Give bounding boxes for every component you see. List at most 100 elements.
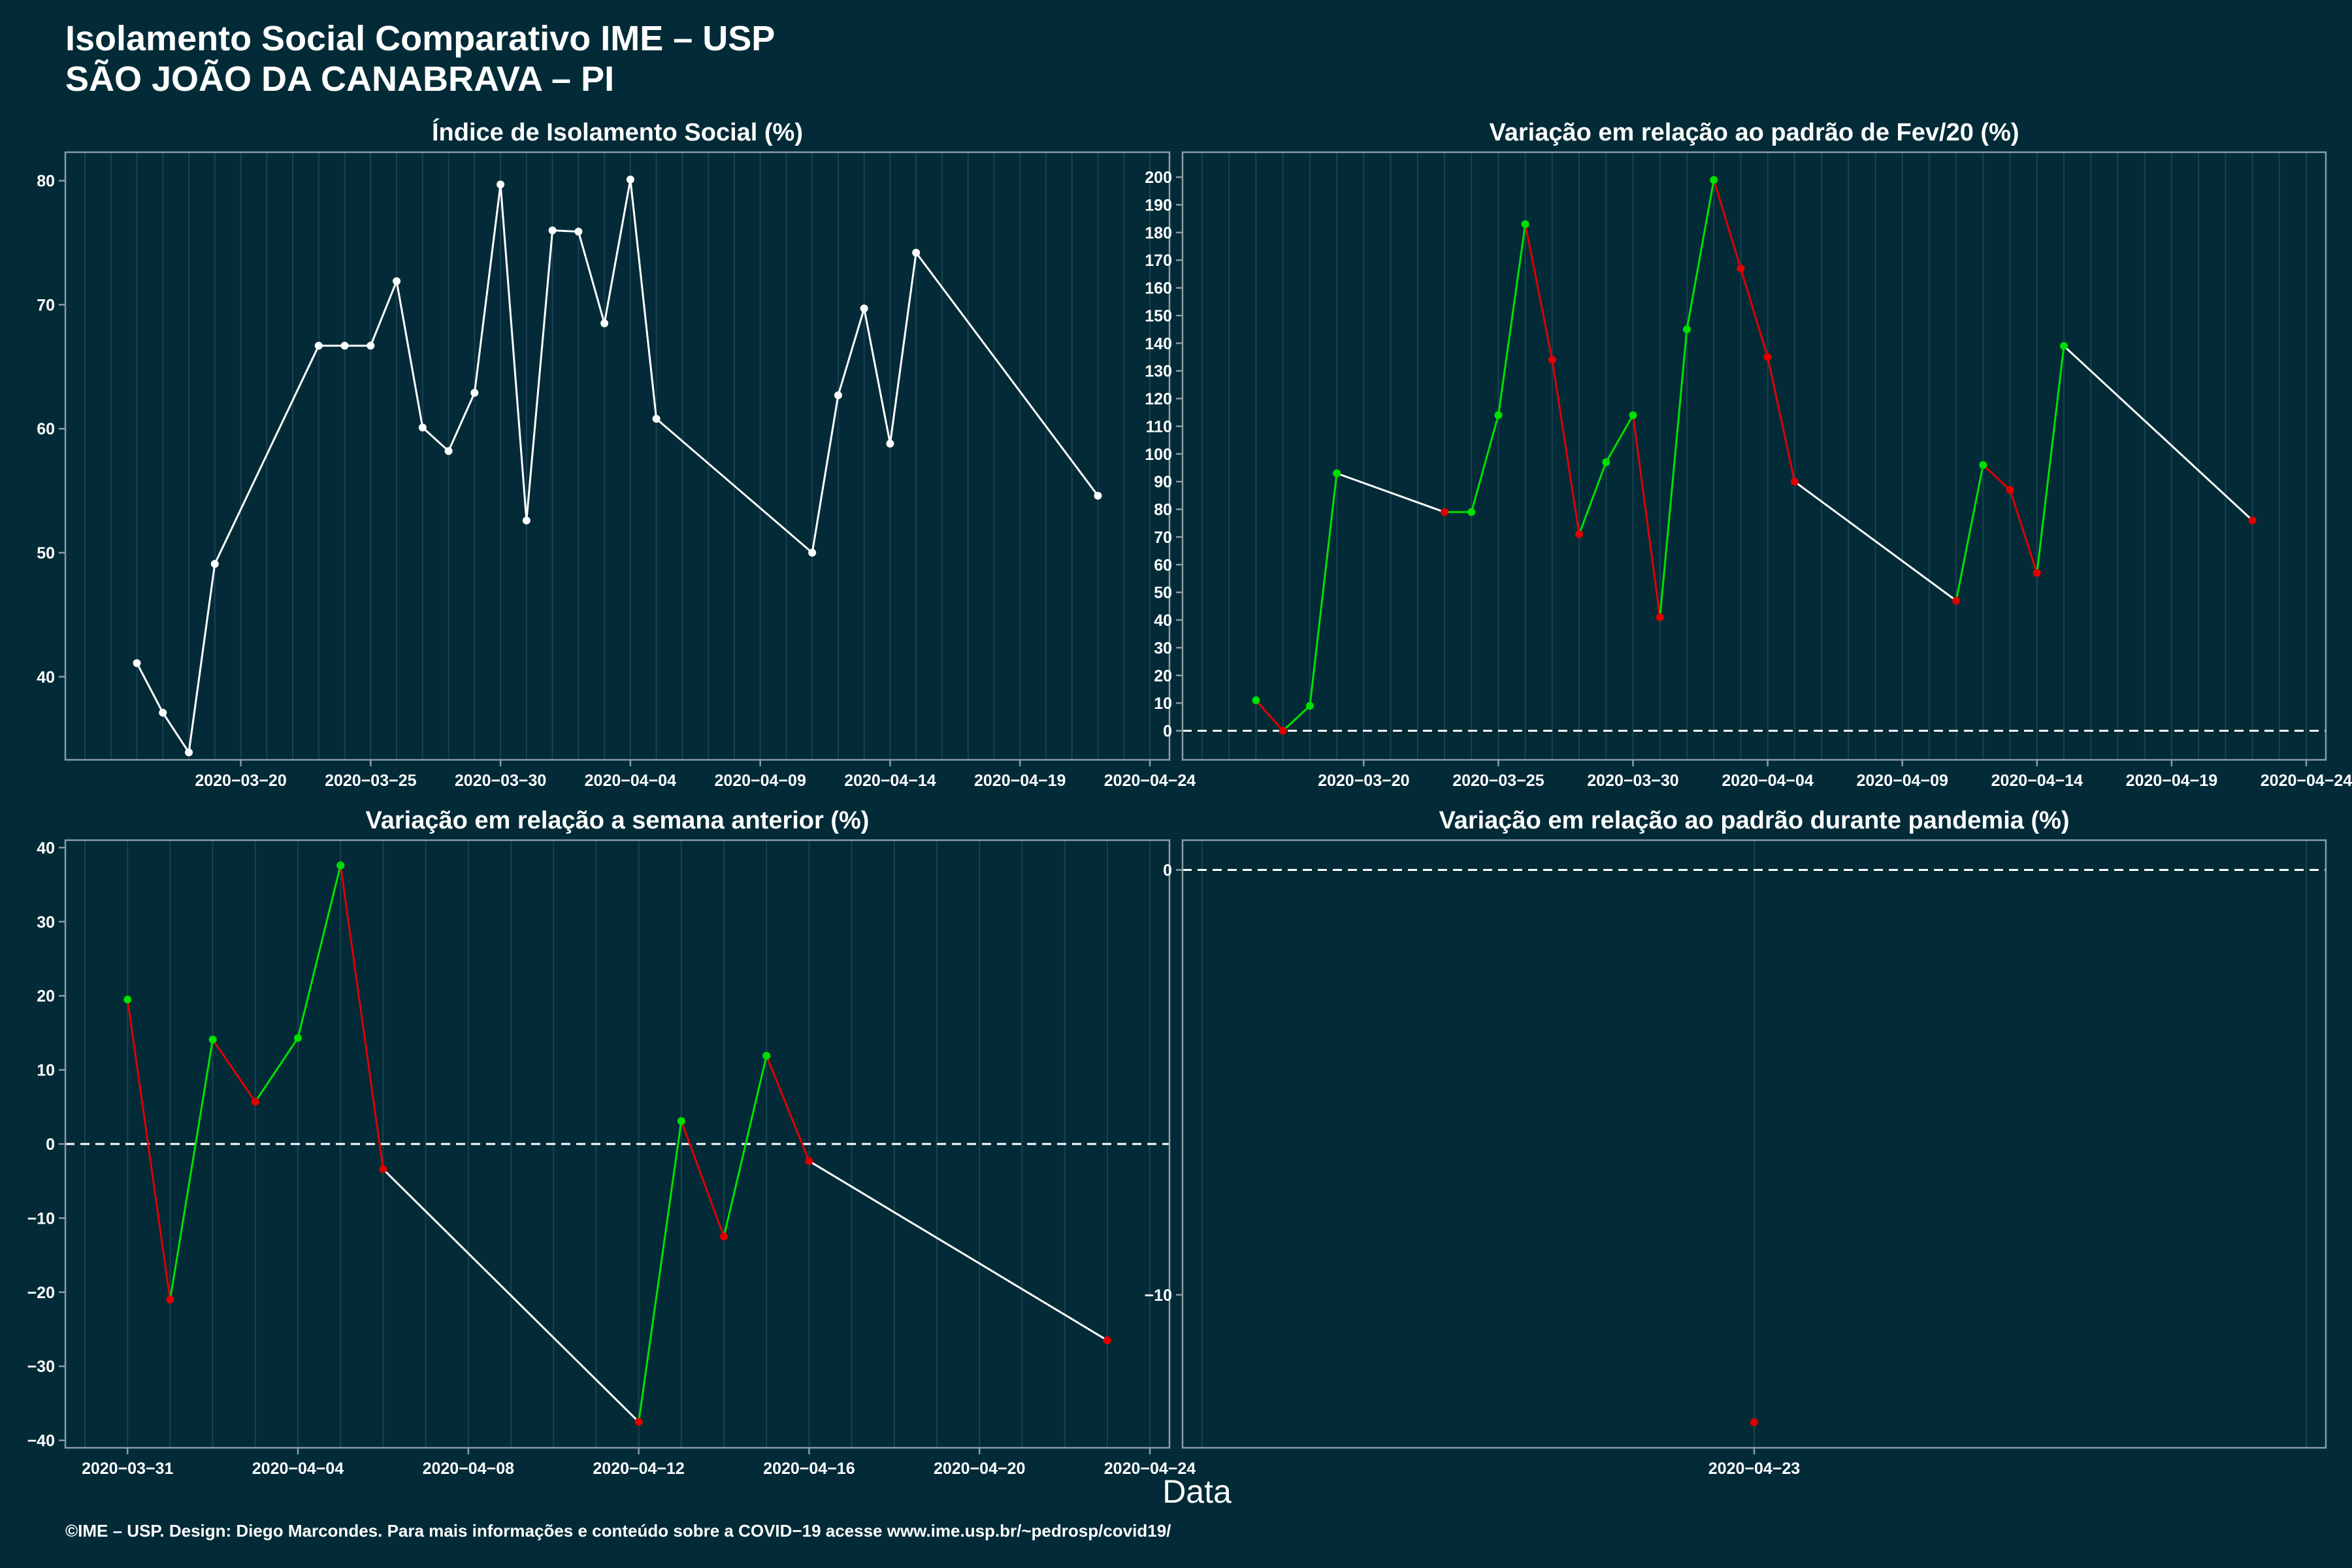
series-segment [421, 427, 449, 452]
series-segment [655, 417, 813, 554]
series-points [133, 175, 1102, 757]
y-tick-label: 20 [37, 987, 55, 1005]
series-segment [889, 252, 917, 444]
series-segment [1578, 462, 1607, 535]
x-tick-label: 2020−04−04 [585, 772, 677, 790]
y-tick-label: 0 [1163, 723, 1172, 741]
series-segment [1524, 223, 1554, 361]
y-tick-label: 80 [1154, 501, 1172, 519]
chart-title: Variação em relação ao padrão durante pa… [1439, 807, 2069, 834]
series-points [1750, 1418, 1758, 1426]
series-segment [863, 308, 891, 444]
data-point [860, 304, 868, 313]
series-line [136, 179, 1099, 753]
series-segment [448, 392, 476, 452]
data-point [1094, 491, 1102, 500]
series-segment [369, 280, 398, 346]
series-segment [1255, 699, 1284, 732]
x-tick-label: 2020−04−20 [934, 1460, 1025, 1478]
series-line [1255, 179, 2253, 732]
x-tick-label: 2020−04−04 [252, 1460, 344, 1478]
data-point [834, 391, 842, 399]
data-point [123, 995, 132, 1004]
series-segment [499, 184, 528, 521]
data-point [1682, 325, 1691, 334]
x-tick-label: 2020−04−14 [1991, 772, 2083, 790]
data-point [1548, 355, 1556, 364]
x-tick-label: 2020−03−25 [1452, 772, 1544, 790]
series-segment [473, 184, 502, 393]
figure-title-line1: Isolamento Social Comparativo IME – USP [65, 19, 776, 58]
data-point [1440, 508, 1448, 516]
series-segment [382, 1168, 640, 1423]
series-segment [1712, 179, 1742, 269]
x-tick-label: 2020−04−24 [1104, 1460, 1196, 1478]
x-tick-label: 2020−04−04 [1722, 772, 1814, 790]
chart-panel-1: Índice de Isolamento Social (%) 40 50 60 70 8… [37, 118, 1196, 790]
y-tick-label: −10 [27, 1209, 55, 1228]
x-tick-label: 2020−04−16 [763, 1460, 855, 1478]
series-segment [811, 395, 840, 553]
data-point [1521, 220, 1529, 229]
series-segment [1793, 480, 1957, 602]
data-point [652, 415, 661, 423]
data-point [379, 1165, 387, 1173]
data-point [626, 175, 634, 184]
series-segment [1632, 415, 1661, 617]
y-tick-label: 70 [37, 296, 55, 314]
y-tick-label: 200 [1145, 169, 1172, 187]
series-segment [765, 1055, 810, 1162]
y-tick-label: 150 [1145, 307, 1172, 325]
data-point [1710, 176, 1718, 184]
y-tick-label: 120 [1145, 390, 1172, 408]
y-tick-label: 50 [1154, 584, 1172, 602]
series-segment [1982, 464, 2011, 491]
x-tick-label: 2020−04−08 [423, 1460, 515, 1478]
data-point [1467, 508, 1476, 516]
data-point [574, 227, 583, 236]
series-segment [1605, 414, 1634, 463]
y-tick-label: 170 [1145, 252, 1172, 270]
y-tick-label: 10 [37, 1062, 55, 1080]
series-segment [2063, 345, 2253, 521]
data-point [314, 342, 323, 350]
series-segment [525, 230, 554, 521]
data-point [133, 659, 141, 667]
x-tick-label: 2020−04−14 [844, 772, 936, 790]
series-points [123, 861, 1111, 1426]
series-segment [188, 563, 216, 753]
x-tick-label: 2020−04−24 [2261, 772, 2352, 790]
data-point [912, 248, 921, 257]
series-segment [1739, 268, 1769, 357]
data-point [294, 1034, 302, 1042]
series-segment [552, 229, 579, 233]
series-segment [1309, 473, 1338, 706]
series-segment [808, 1160, 1108, 1341]
data-point [677, 1117, 685, 1125]
y-tick-label: 160 [1145, 280, 1172, 298]
chart-title: Índice de Isolamento Social (%) [432, 118, 803, 146]
x-tick-label: 2020−03−31 [82, 1460, 174, 1478]
data-point [393, 277, 401, 286]
series-segment [254, 1037, 299, 1103]
data-point [634, 1418, 643, 1426]
series-segment [1955, 465, 1984, 601]
data-point [1575, 530, 1584, 538]
y-tick-label: 40 [37, 668, 55, 687]
data-point [251, 1098, 259, 1106]
data-point [2006, 485, 2014, 494]
data-point [762, 1052, 771, 1060]
data-point [1952, 596, 1961, 605]
data-point [367, 342, 375, 350]
data-point [1656, 613, 1664, 621]
data-point [548, 226, 557, 235]
series-segment [162, 712, 190, 753]
series-segment [577, 231, 606, 324]
data-point [1763, 353, 1772, 361]
chart-title: Variação em relação a semana anterior (%… [366, 807, 870, 834]
series-segment [1497, 223, 1527, 416]
y-tick-label: 80 [37, 172, 55, 191]
series-segment [1470, 415, 1499, 513]
y-tick-label: 110 [1146, 417, 1172, 436]
